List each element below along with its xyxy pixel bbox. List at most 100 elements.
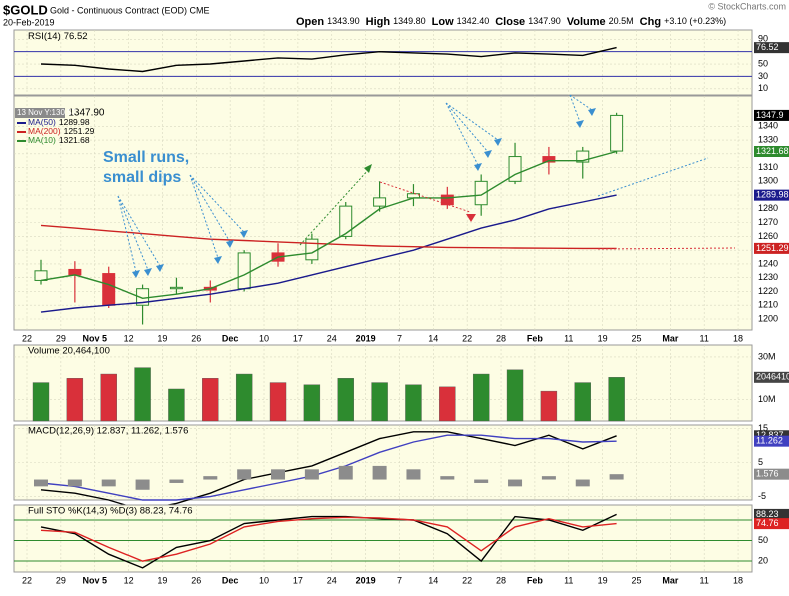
x-tick-label: 24 <box>327 575 337 585</box>
instrument-name: Gold - Continuous Contract (EOD) CME <box>50 5 210 15</box>
quote-label: Open <box>296 16 324 28</box>
candle-body <box>305 238 319 261</box>
candle-body <box>169 286 183 290</box>
legend-entry: MA(200) 1251.29 <box>28 126 95 136</box>
y-tick-label: 1230 <box>758 272 778 282</box>
x-tick-label: 29 <box>56 333 66 343</box>
quote: Open 1343.90 High 1349.80 Low 1342.40 Close 134… <box>296 16 726 28</box>
y-tick-label: 1340 <box>758 121 778 131</box>
candle-body <box>68 268 82 276</box>
value-tag <box>754 518 789 530</box>
value-tag <box>754 371 789 383</box>
x-tick-label: 14 <box>428 333 438 343</box>
y-tick-label: 50 <box>758 58 768 68</box>
x-tick-label: 17 <box>293 333 303 343</box>
candle-body <box>339 205 353 237</box>
y-tick-label: 20 <box>758 555 768 565</box>
y-tick-label: 1220 <box>758 286 778 296</box>
histogram-bar <box>609 474 624 480</box>
histogram-bar <box>575 479 590 487</box>
x-tick-label: 18 <box>733 333 743 343</box>
candle-body <box>508 156 522 182</box>
series-line <box>40 513 617 569</box>
x-tick-label: 12 <box>124 575 134 585</box>
value-tag-label: 74.76 <box>756 518 779 528</box>
x-tick-label: 22 <box>22 333 32 343</box>
quote-value: 1343.90 <box>327 16 360 26</box>
candle-body <box>102 273 116 306</box>
candle-body <box>237 252 251 290</box>
volume-bar <box>32 382 50 422</box>
x-tick-label: Nov 5 <box>82 333 107 343</box>
x-tick-label: Mar <box>662 333 679 343</box>
x-tick-label: 22 <box>462 333 472 343</box>
x-tick-label: 11 <box>564 575 573 585</box>
volume-bar <box>506 369 524 422</box>
cursor-box <box>15 108 65 118</box>
x-tick-label: 17 <box>293 575 303 585</box>
legend-entry: MA(50) 1289.98 <box>28 117 90 127</box>
histogram-bar <box>203 476 218 480</box>
value-tag-label: 1321.68 <box>756 146 789 156</box>
volume-bar <box>540 390 558 422</box>
histogram-bar <box>34 479 48 487</box>
cursor-label: 13 Nov Y:130.57 <box>17 108 77 117</box>
value-tag <box>754 435 789 447</box>
y-tick-label: 1330 <box>758 134 778 144</box>
value-tag <box>754 189 789 201</box>
histogram-bar <box>101 479 116 487</box>
volume-bar <box>371 382 388 422</box>
series-line <box>40 46 617 73</box>
histogram-bar <box>372 465 387 480</box>
volume-bar <box>235 373 253 422</box>
value-tag-label: 1289.98 <box>756 190 789 200</box>
x-tick-label: 10 <box>259 333 269 343</box>
y-tick-label: 50 <box>758 535 768 545</box>
x-tick-label: 18 <box>733 575 743 585</box>
histogram-bar <box>237 469 252 480</box>
volume-bar <box>66 378 84 422</box>
legend-name: MA(200) <box>28 126 61 136</box>
y-tick-label: 1280 <box>758 203 778 213</box>
value-tag-label: 76.52 <box>756 42 779 52</box>
value-tag <box>754 145 789 157</box>
x-tick-label: 25 <box>631 333 641 343</box>
x-tick-label: 26 <box>191 333 201 343</box>
histogram-bar <box>271 469 286 480</box>
y-tick-label: 30M <box>758 351 776 361</box>
legend-value: 1289.98 <box>59 117 90 127</box>
x-tick-label: 22 <box>22 575 32 585</box>
volume-bar <box>202 378 219 422</box>
x-tick-label: 12 <box>124 333 134 343</box>
panel <box>13 95 753 331</box>
x-tick-label: 25 <box>631 575 641 585</box>
legend-value: 1321.68 <box>59 135 90 145</box>
histogram-bar <box>304 469 319 480</box>
histogram-bar <box>169 479 184 483</box>
y-tick-label: 1310 <box>758 162 778 172</box>
x-tick-label: 10 <box>259 575 269 585</box>
x-tick-label: 22 <box>462 575 472 585</box>
x-tick-label: Dec <box>222 333 239 343</box>
series-line <box>40 516 617 562</box>
candle-body <box>373 197 387 207</box>
value-tag-label: 1347.9 <box>756 110 784 120</box>
candle-body <box>542 156 556 163</box>
value-tag <box>754 508 789 520</box>
panel-title: Full STO %K(14,3) %D(3) 88.23, 74.76 <box>28 506 193 517</box>
candle-body <box>34 270 48 281</box>
series-line <box>40 434 617 501</box>
volume-bar <box>337 378 354 422</box>
quote-label: Low <box>432 16 454 28</box>
x-tick-label: 14 <box>428 575 438 585</box>
x-tick-label: 2019 <box>356 333 376 343</box>
x-tick-label: Nov 5 <box>82 575 107 585</box>
quote-value: 1347.90 <box>528 16 561 26</box>
quote-label: Close <box>495 16 525 28</box>
y-tick-label: 1300 <box>758 176 778 186</box>
panel <box>13 29 753 96</box>
x-tick-label: 11 <box>700 333 709 343</box>
legend-value: 1251.29 <box>64 126 95 136</box>
value-tag <box>754 42 789 54</box>
